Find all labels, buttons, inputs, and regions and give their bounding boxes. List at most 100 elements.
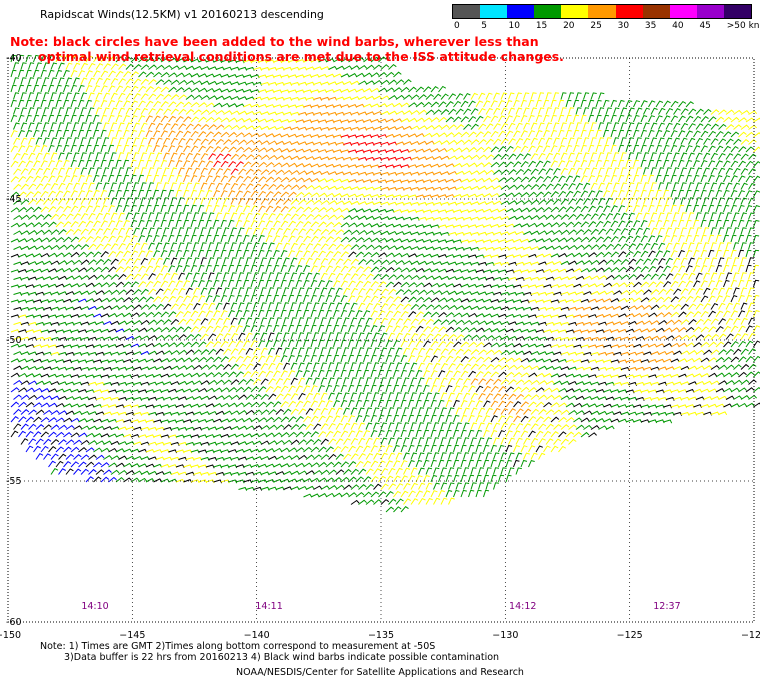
wind-barb <box>125 289 135 295</box>
wind-barb <box>318 339 324 348</box>
wind-barb <box>340 236 350 243</box>
wind-barb <box>440 437 447 445</box>
wind-barb <box>410 216 420 221</box>
wind-barb <box>20 261 30 266</box>
wind-barb <box>130 448 140 453</box>
wind-barb <box>13 183 22 190</box>
wind-barb <box>565 237 575 243</box>
wind-barb <box>290 272 298 280</box>
wind-barb <box>88 440 98 445</box>
wind-barb <box>663 265 671 273</box>
wind-barb <box>290 81 300 86</box>
wind-barb <box>553 137 560 145</box>
wind-barb <box>530 452 538 460</box>
wind-barb <box>65 62 73 70</box>
wind-barb <box>665 366 675 371</box>
wind-barb <box>235 117 245 123</box>
wind-barb <box>28 167 36 175</box>
wind-barb <box>460 444 467 453</box>
wind-barb <box>603 220 611 228</box>
wind-barb <box>430 399 437 408</box>
wind-barb <box>168 404 178 409</box>
wind-barb <box>305 454 315 460</box>
wind-barb <box>523 199 532 205</box>
wind-barb <box>380 288 389 295</box>
wind-barb <box>223 110 233 115</box>
wind-barb <box>423 101 432 108</box>
wind-barb <box>550 402 560 408</box>
wind-barb <box>628 167 635 175</box>
wind-barb <box>505 299 515 304</box>
wind-barb <box>190 310 199 318</box>
wind-barb <box>138 85 147 93</box>
wind-barb <box>183 72 193 78</box>
wind-barb <box>138 174 144 183</box>
wind-barb <box>708 160 716 168</box>
wind-barb <box>363 339 370 348</box>
wind-barb <box>470 422 478 430</box>
wind-barb <box>613 152 620 160</box>
wind-barb <box>260 455 270 460</box>
wind-barb <box>558 416 567 423</box>
wind-barb <box>395 362 402 370</box>
wind-barb <box>40 373 50 378</box>
wind-barb <box>708 249 715 258</box>
wind-barb <box>620 212 628 220</box>
wind-barb <box>485 154 495 160</box>
wind-barb <box>430 179 440 184</box>
wind-barb <box>115 220 123 228</box>
wind-barb <box>298 362 305 370</box>
wind-barb <box>343 377 350 385</box>
wind-barb <box>295 431 305 438</box>
wind-barb <box>560 336 570 341</box>
wind-barb <box>665 137 673 145</box>
wind-barb <box>520 401 529 408</box>
wind-barb <box>58 453 67 460</box>
wind-barb <box>295 133 305 138</box>
wind-barb <box>538 183 547 190</box>
wind-barb <box>313 287 320 295</box>
wind-barb <box>115 70 124 78</box>
wind-barb <box>55 54 63 63</box>
wind-barb <box>663 327 673 333</box>
wind-barb <box>303 431 312 438</box>
wind-barb <box>530 230 540 235</box>
wind-barb <box>13 276 23 281</box>
wind-barb <box>288 309 294 318</box>
wind-barb <box>168 159 175 168</box>
wind-barb <box>370 266 380 273</box>
wind-barb <box>258 205 266 213</box>
wind-barb <box>108 389 118 394</box>
wind-barb <box>153 100 162 108</box>
wind-barb <box>198 116 207 123</box>
wind-barb <box>245 110 255 115</box>
wind-barb <box>28 137 35 145</box>
wind-barb <box>688 137 696 145</box>
wind-barb <box>275 140 285 145</box>
wind-barb <box>155 197 162 205</box>
wind-barb <box>43 291 53 296</box>
wind-barb <box>583 137 590 145</box>
wind-barb <box>215 81 225 85</box>
wind-barb <box>340 88 350 93</box>
wind-barb <box>625 344 635 349</box>
wind-barb <box>320 362 327 370</box>
wind-barb <box>568 424 577 430</box>
legend-label: 15 <box>535 21 548 31</box>
wind-barb <box>598 182 605 190</box>
wind-barb <box>643 212 650 220</box>
wind-barb <box>370 237 380 243</box>
wind-barb <box>148 304 157 310</box>
wind-barb <box>490 328 500 333</box>
wind-barb <box>385 149 395 154</box>
wind-barb <box>260 81 270 86</box>
wind-barb <box>340 445 349 453</box>
legend-label: 0 <box>454 21 460 31</box>
wind-barb <box>448 108 457 115</box>
wind-barb <box>483 224 493 229</box>
wind-barb <box>535 372 545 378</box>
wind-barb <box>103 92 111 100</box>
wind-barb <box>640 297 650 303</box>
wind-barb <box>613 212 621 220</box>
wind-barb <box>560 122 567 130</box>
